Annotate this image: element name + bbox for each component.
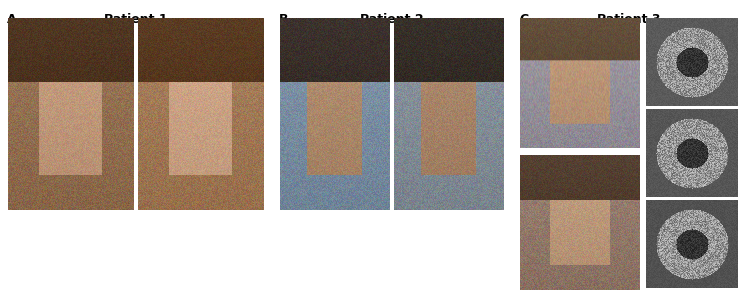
Text: Patient 1: Patient 1 [104, 13, 168, 26]
Text: Patient 3: Patient 3 [597, 13, 661, 26]
Text: 3: 3 [649, 209, 656, 219]
Text: Patient 2: Patient 2 [360, 13, 424, 26]
Text: 2: 2 [649, 118, 656, 128]
Text: 1: 1 [649, 27, 656, 37]
Text: C: C [519, 13, 528, 26]
Text: B: B [279, 13, 288, 26]
Text: A: A [7, 13, 16, 26]
